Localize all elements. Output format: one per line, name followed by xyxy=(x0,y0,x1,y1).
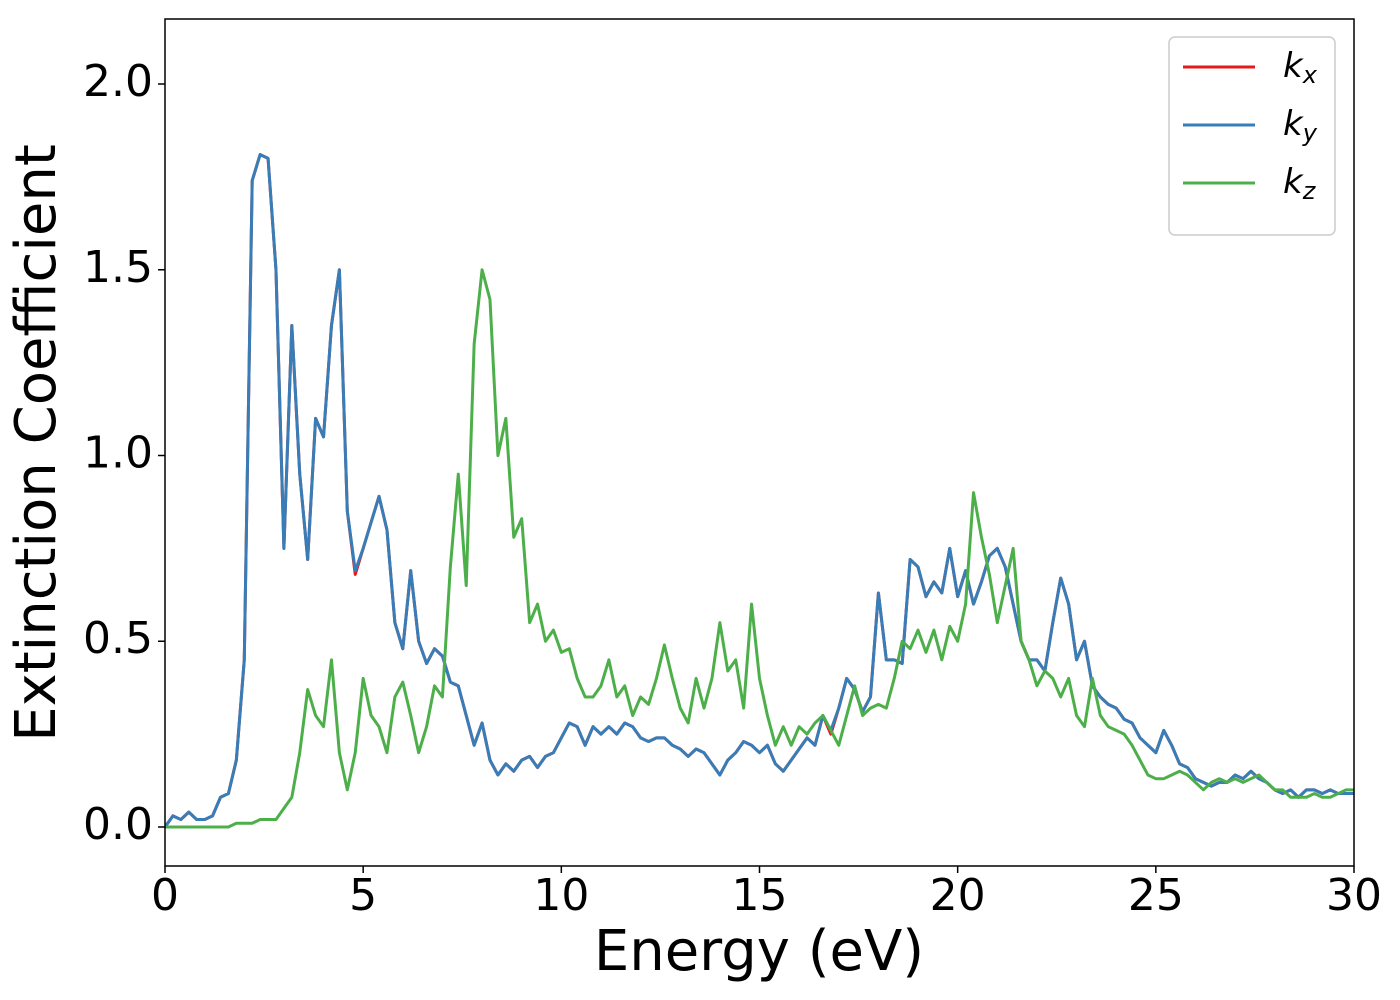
legend-label: kz xyxy=(1283,162,1317,206)
y-tick-label: 0.0 xyxy=(83,799,153,850)
y-tick-label: 0.5 xyxy=(83,613,153,664)
y-tick-label: 2.0 xyxy=(83,56,153,107)
plot-background xyxy=(165,19,1354,866)
x-tick-label: 5 xyxy=(349,870,377,921)
x-tick-label: 30 xyxy=(1326,870,1382,921)
legend-box xyxy=(1168,36,1336,236)
x-tick-label: 15 xyxy=(732,870,788,921)
series-line xyxy=(165,268,1354,829)
legend-label: kx xyxy=(1283,46,1318,90)
y-tick-label: 1.5 xyxy=(83,242,153,293)
x-tick-label: 10 xyxy=(533,870,589,921)
x-axis-label: Energy (eV) xyxy=(594,919,924,984)
legend-label: ky xyxy=(1283,104,1318,148)
series-line xyxy=(165,153,1354,828)
y-tick-label: 1.0 xyxy=(83,428,153,479)
y-axis-label: Extinction Coefficient xyxy=(4,144,69,742)
x-tick-label: 25 xyxy=(1128,870,1184,921)
x-tick-label: 0 xyxy=(151,870,179,921)
x-tick-label: 20 xyxy=(930,870,986,921)
plot-frame xyxy=(164,18,1355,867)
